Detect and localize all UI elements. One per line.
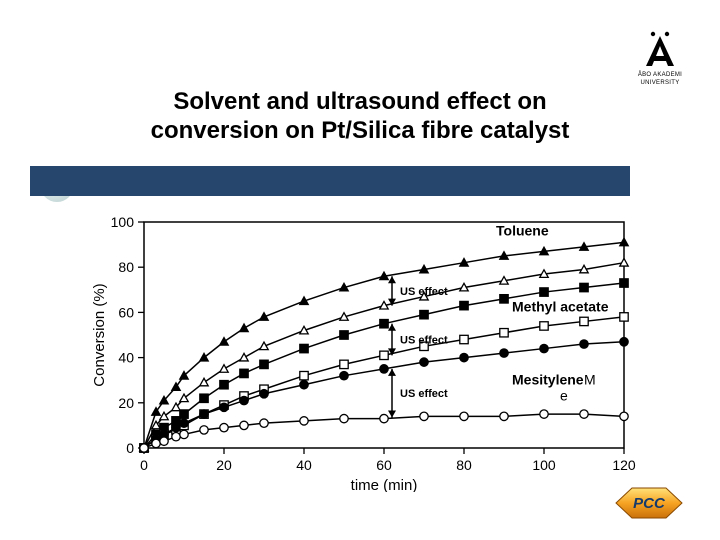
title-underline-bar (30, 166, 630, 196)
pcc-badge: PCC (614, 484, 684, 522)
svg-text:120: 120 (612, 457, 636, 473)
title-line-2: conversion on Pt/Silica fibre catalyst (151, 117, 570, 144)
pcc-text: PCC (633, 495, 666, 512)
svg-text:US effect: US effect (400, 388, 448, 400)
svg-text:100: 100 (532, 457, 556, 473)
svg-text:Toluene: Toluene (496, 223, 549, 239)
svg-text:100: 100 (111, 214, 135, 230)
svg-text:20: 20 (216, 457, 232, 473)
svg-text:80: 80 (456, 457, 472, 473)
logo-abo-akademi: ÅBO AKADEMI UNIVERSITY (630, 30, 690, 87)
svg-text:0: 0 (126, 440, 134, 456)
svg-text:60: 60 (118, 304, 134, 320)
svg-text:US effect: US effect (400, 335, 448, 347)
svg-text:e: e (560, 388, 568, 404)
logo-text-1: ÅBO AKADEMI (630, 72, 690, 78)
svg-text:80: 80 (118, 259, 134, 275)
title-line-1: Solvent and ultrasound effect on (173, 88, 546, 115)
svg-text:M: M (584, 372, 596, 388)
chart-svg: 0 20 40 60 80 100 120 0 20 40 60 80 100 time (min) Con… (88, 212, 644, 492)
svg-text:Methyl acetate: Methyl acetate (512, 298, 609, 314)
svg-text:20: 20 (118, 395, 134, 411)
svg-text:40: 40 (118, 350, 134, 366)
svg-text:Mesitylene: Mesitylene (512, 372, 584, 388)
conversion-chart: 0 20 40 60 80 100 120 0 20 40 60 80 100 time (min) Con… (88, 212, 644, 492)
slide-title: Solvent and ultrasound effect on convers… (0, 88, 720, 146)
logo-text-2: UNIVERSITY (630, 80, 690, 86)
svg-text:time (min): time (min) (351, 477, 418, 492)
svg-text:0: 0 (140, 457, 148, 473)
svg-text:US effect: US effect (400, 286, 448, 298)
svg-text:Conversion (%): Conversion (%) (91, 283, 108, 386)
svg-text:60: 60 (376, 457, 392, 473)
svg-text:40: 40 (296, 457, 312, 473)
logo-mark-icon (640, 30, 680, 70)
